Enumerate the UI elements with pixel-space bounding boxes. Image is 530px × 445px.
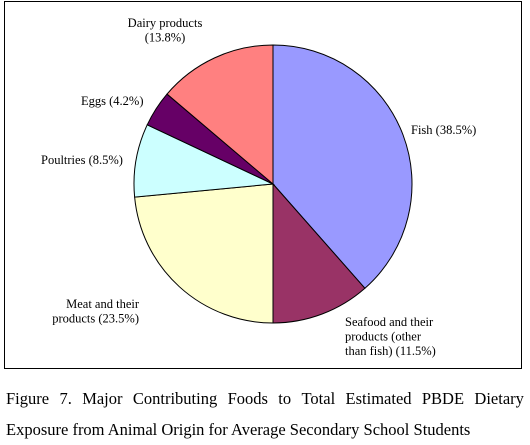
caption-word: to [278,389,292,408]
pie-slice-fish [272,44,413,289]
pie-slice-seafood-and-their-products-other-than-fish [272,182,366,324]
caption-word: PBDE [421,389,465,408]
caption-word: Foods [227,389,268,408]
slice-label-line: Seafood and their [345,315,434,329]
chart-frame: Fish (38.5%) Seafood and their products (o… [4,1,522,369]
slice-label-line: Eggs (4.2%) [81,94,144,108]
slice-label-eggs: Eggs (4.2%) [81,94,144,108]
caption-word: Estimated [345,389,412,408]
pie-chart: Fish (38.5%) Seafood and their products (o… [41,16,476,358]
slice-label-line: than fish) (11.5%) [345,344,436,358]
slice-label-poultries: Poultries (8.5%) [41,153,123,167]
figure-caption-line-2: Exposure from Animal Origin for Average … [6,420,471,439]
slice-label-meat-and-their-products: Meat and their products (23.5%) [52,297,140,326]
slice-label-line: Poultries (8.5%) [41,153,123,167]
pie-slice-dairy-products [166,44,274,186]
caption-word: 7. [59,389,72,408]
slice-label-line: (13.8%) [145,31,186,45]
slice-label-line: Dairy products [128,16,203,30]
slice-label-fish: Fish (38.5%) [411,123,476,137]
caption-word: Dietary [474,389,524,408]
slice-label-dairy-products: Dairy products (13.8%) [128,16,203,45]
slice-label-line: products (other [345,330,422,344]
slice-label-seafood-and-their-products-other-than-fish: Seafood and their products (other than fis… [345,315,436,358]
caption-word: Major [82,389,123,408]
caption-word: Total [301,389,336,408]
slice-label-line: Fish (38.5%) [411,123,476,137]
caption-word: Contributing [132,389,218,408]
slice-label-line: Meat and their [66,297,140,311]
figure-caption-line-1: Figure 7. Major Contributing Foods to Total Est… [6,389,524,409]
caption-word: Figure [6,389,50,408]
pie-slice-meat-and-their-products [134,183,274,324]
slice-label-line: products (23.5%) [52,312,139,326]
